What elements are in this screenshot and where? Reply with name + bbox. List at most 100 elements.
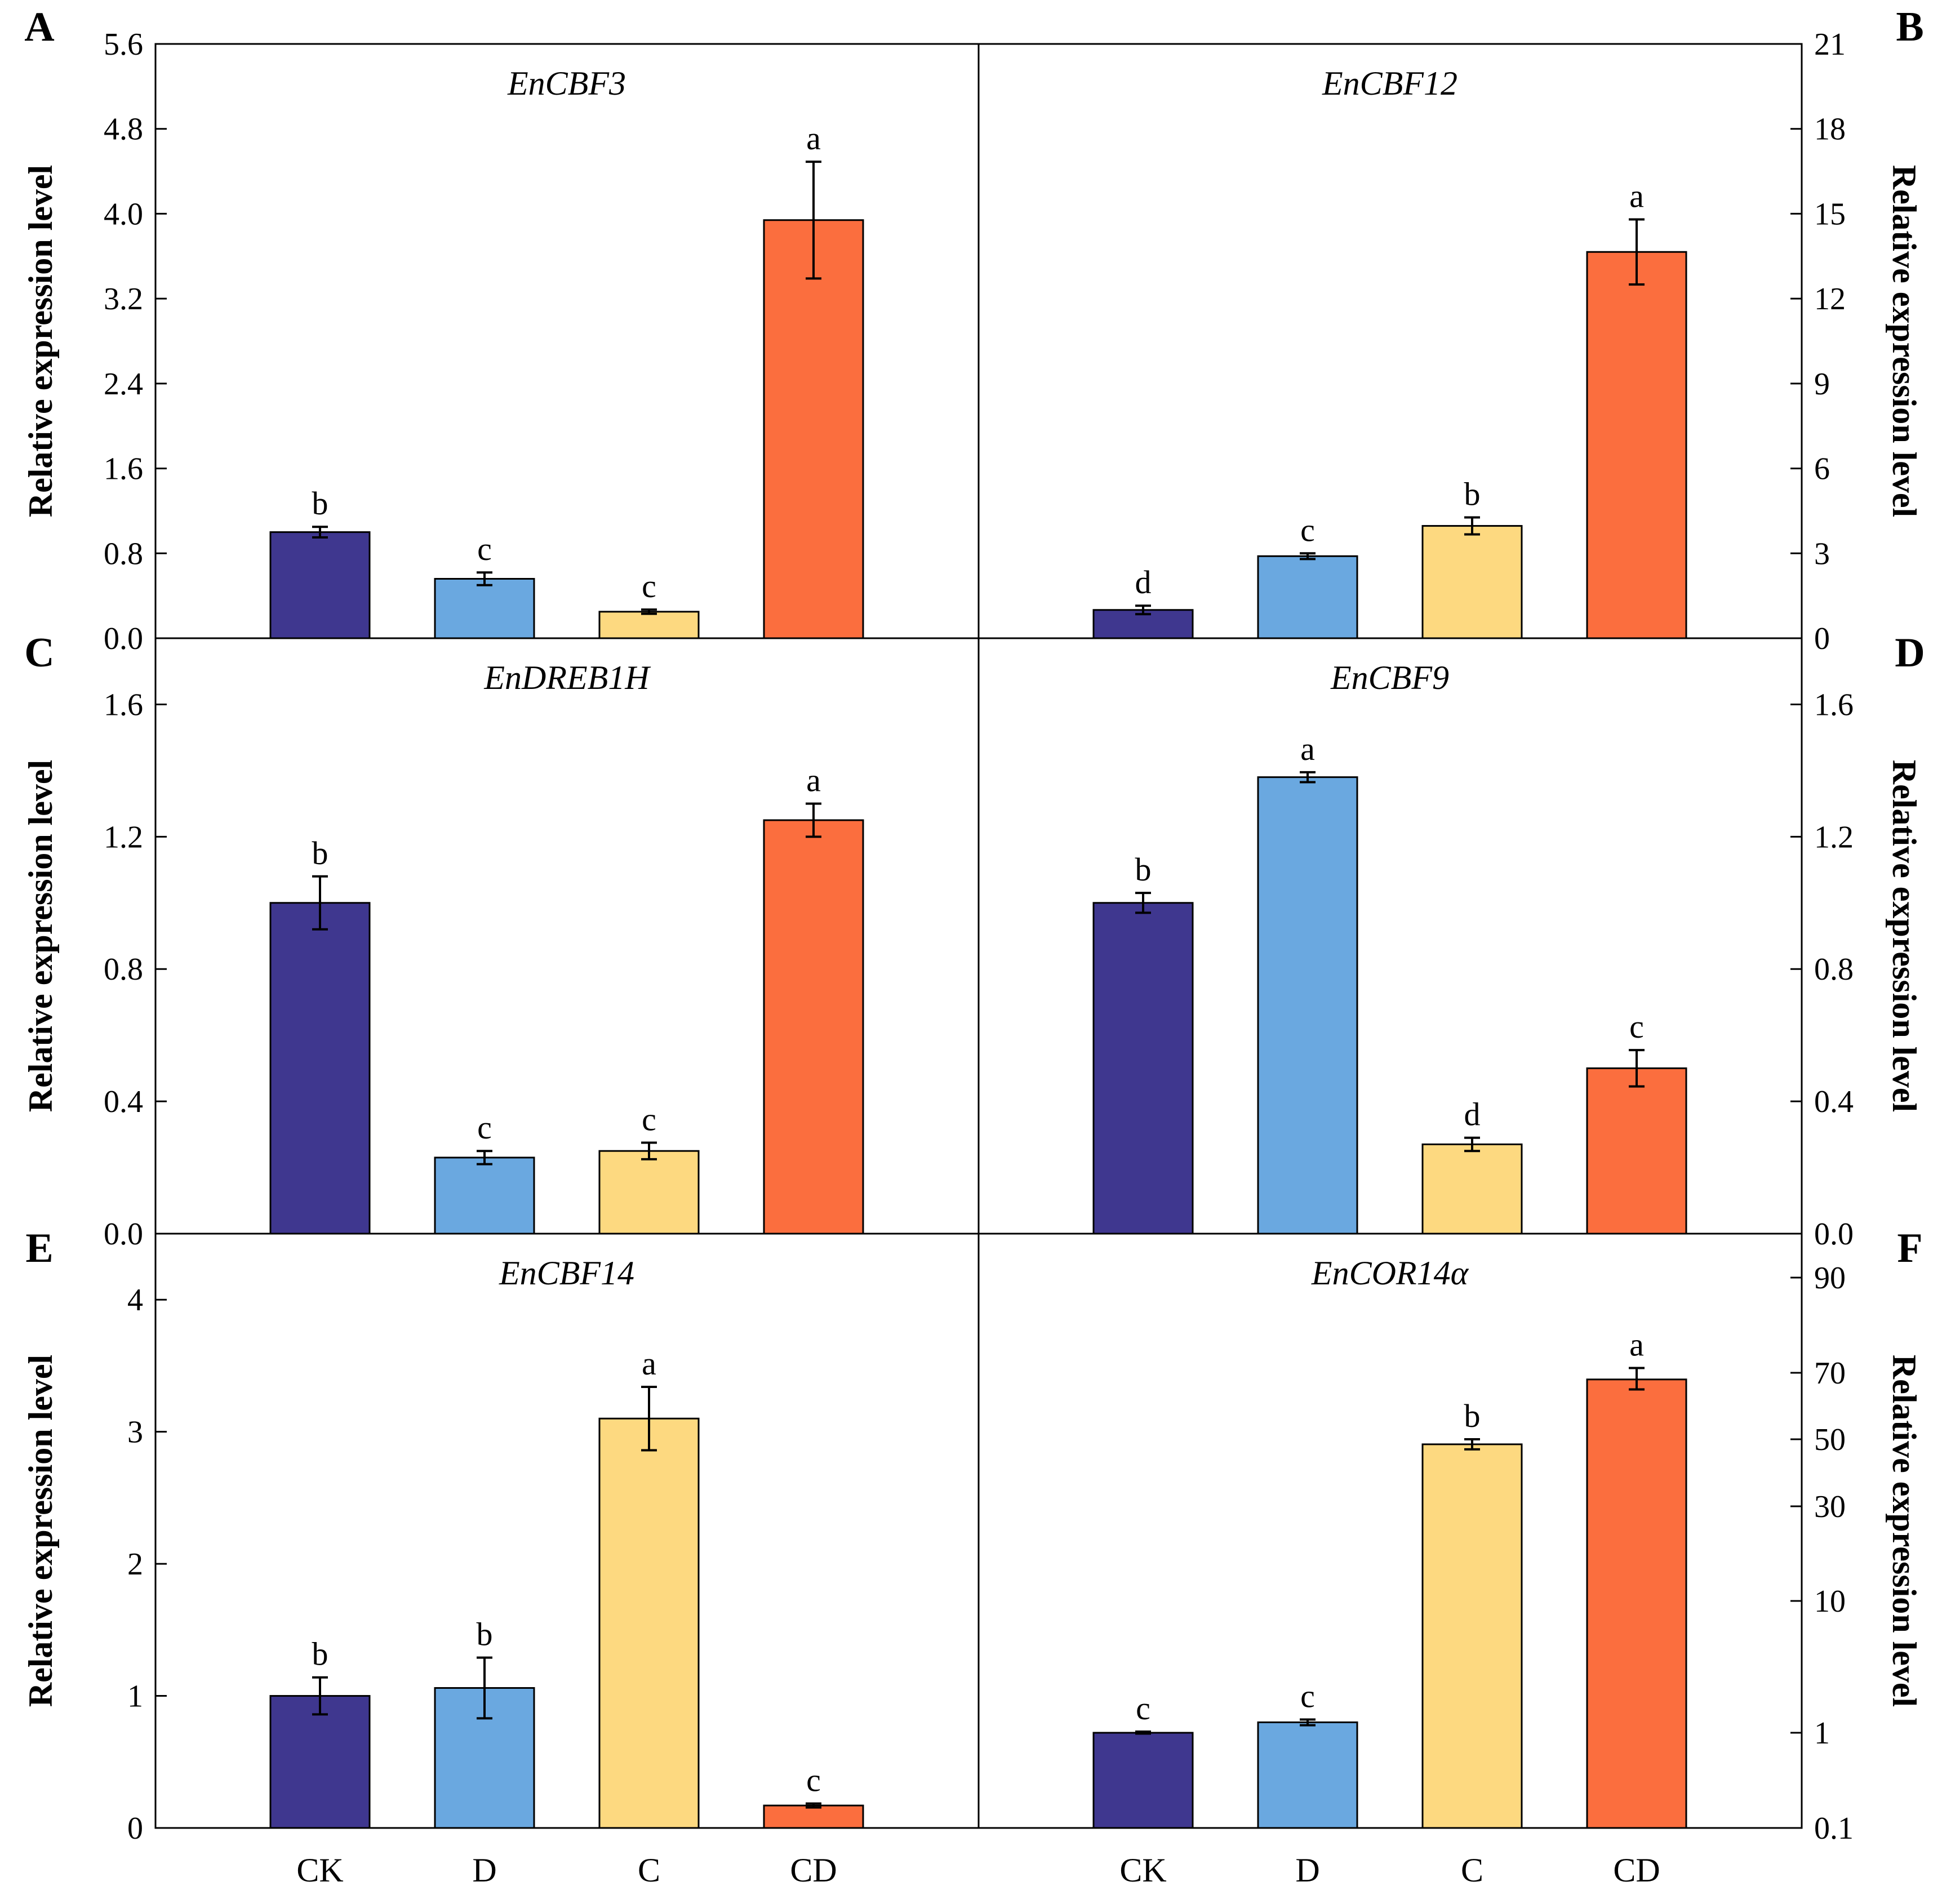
significance-letter: c	[1629, 1008, 1644, 1045]
y-axis-label: Relative expression level	[22, 1355, 59, 1707]
significance-letter: a	[1629, 177, 1644, 214]
bar-c	[598, 611, 700, 639]
panel-label: B	[1896, 4, 1923, 50]
bar-cd	[763, 819, 864, 1235]
significance-letter: b	[312, 1636, 328, 1672]
tick-label: 30	[1814, 1489, 1846, 1524]
tick-label: 4.8	[104, 112, 143, 147]
y-axis-label: Relative expression level	[1886, 165, 1923, 517]
significance-letter: c	[642, 568, 656, 604]
tick-label: 0.8	[104, 536, 143, 571]
significance-letter: d	[1464, 1096, 1481, 1133]
panel-label: F	[1897, 1225, 1922, 1271]
tick-label: 0.8	[1814, 952, 1854, 987]
significance-letter: b	[312, 485, 328, 522]
tick-label: 18	[1814, 112, 1846, 147]
tick-label: 90	[1814, 1261, 1846, 1296]
gene-title: EnCBF3	[507, 65, 626, 102]
tick-label: 0.0	[1814, 1217, 1854, 1252]
significance-letter: c	[477, 531, 492, 567]
tick-label: 6	[1814, 452, 1830, 487]
bar-d	[434, 578, 535, 639]
bar-d	[1257, 1721, 1358, 1829]
bar-c	[1421, 1443, 1523, 1829]
tick-label: 0.4	[1814, 1084, 1854, 1119]
panel-label: E	[25, 1225, 53, 1271]
category-label-cd: CD	[790, 1852, 837, 1889]
tick-label: 15	[1814, 197, 1846, 232]
tick-label: 2	[127, 1547, 143, 1582]
significance-letter: c	[642, 1101, 656, 1138]
tick-label: 3.2	[104, 282, 143, 317]
gene-title: EnCBF9	[1330, 659, 1449, 696]
bar-ck	[1092, 902, 1194, 1235]
bar-cd	[1586, 1378, 1687, 1829]
significance-letter: c	[1300, 511, 1315, 548]
tick-label: 1.2	[1814, 820, 1854, 855]
category-label-d: D	[1295, 1852, 1319, 1889]
bar-c	[598, 1417, 700, 1829]
tick-label: 0.0	[104, 1217, 143, 1252]
tick-label: 0	[127, 1811, 143, 1846]
significance-letter: b	[1464, 1398, 1481, 1434]
category-label-c: C	[638, 1852, 660, 1889]
bar-ck	[1092, 1732, 1194, 1829]
category-label-d: D	[472, 1852, 496, 1889]
gene-title: EnCOR14α	[1311, 1254, 1469, 1292]
bar-ck	[269, 902, 371, 1235]
category-label-ck: CK	[296, 1852, 343, 1889]
bar-cd	[763, 219, 864, 639]
bar-d	[1257, 776, 1358, 1235]
y-axis-label: Relative expression level	[1886, 760, 1923, 1112]
significance-letter: a	[642, 1345, 656, 1382]
bar-c	[1421, 525, 1523, 639]
category-label-cd: CD	[1613, 1852, 1660, 1889]
bar-cd	[763, 1804, 864, 1829]
tick-label: 50	[1814, 1422, 1846, 1457]
significance-letter: b	[1135, 851, 1152, 888]
y-axis-label: Relative expression level	[22, 760, 59, 1112]
tick-label: 1.6	[104, 687, 143, 722]
bar-d	[434, 1156, 535, 1235]
panel-label: A	[24, 4, 54, 50]
significance-letter: a	[806, 120, 821, 157]
significance-letter: c	[477, 1109, 492, 1146]
gene-title: EnDREB1H	[483, 659, 651, 696]
tick-label: 4	[127, 1283, 143, 1318]
tick-label: 1.2	[104, 820, 143, 855]
tick-label: 1	[1814, 1716, 1830, 1751]
tick-label: 9	[1814, 367, 1830, 402]
significance-letter: a	[1629, 1327, 1644, 1363]
bar-c	[1421, 1143, 1523, 1235]
tick-label: 0	[1814, 621, 1830, 656]
significance-letter: a	[1300, 731, 1315, 767]
gene-title: EnCBF14	[499, 1254, 634, 1292]
panel-label: C	[24, 630, 54, 676]
bar-cd	[1586, 1067, 1687, 1235]
significance-letter: b	[477, 1616, 493, 1653]
tick-label: 1.6	[1814, 687, 1854, 722]
significance-letter: a	[806, 762, 821, 799]
tick-label: 21	[1814, 27, 1846, 62]
significance-letter: c	[806, 1762, 821, 1799]
tick-label: 0.1	[1814, 1811, 1854, 1846]
significance-letter: c	[1136, 1690, 1150, 1727]
category-label-c: C	[1461, 1852, 1483, 1889]
tick-label: 3	[127, 1415, 143, 1450]
category-label-ck: CK	[1119, 1852, 1166, 1889]
tick-label: 12	[1814, 282, 1846, 317]
tick-label: 0.8	[104, 952, 143, 987]
tick-label: 3	[1814, 536, 1830, 571]
bar-c	[598, 1150, 700, 1235]
bar-ck	[269, 531, 371, 639]
significance-letter: d	[1135, 564, 1152, 600]
panel-label: D	[1895, 630, 1925, 676]
significance-letter: c	[1300, 1678, 1315, 1715]
tick-label: 10	[1814, 1584, 1846, 1619]
tick-label: 0.0	[104, 621, 143, 656]
bar-d	[1257, 555, 1358, 639]
tick-label: 2.4	[104, 367, 143, 402]
gene-title: EnCBF12	[1322, 65, 1457, 102]
bar-ck	[269, 1695, 371, 1829]
